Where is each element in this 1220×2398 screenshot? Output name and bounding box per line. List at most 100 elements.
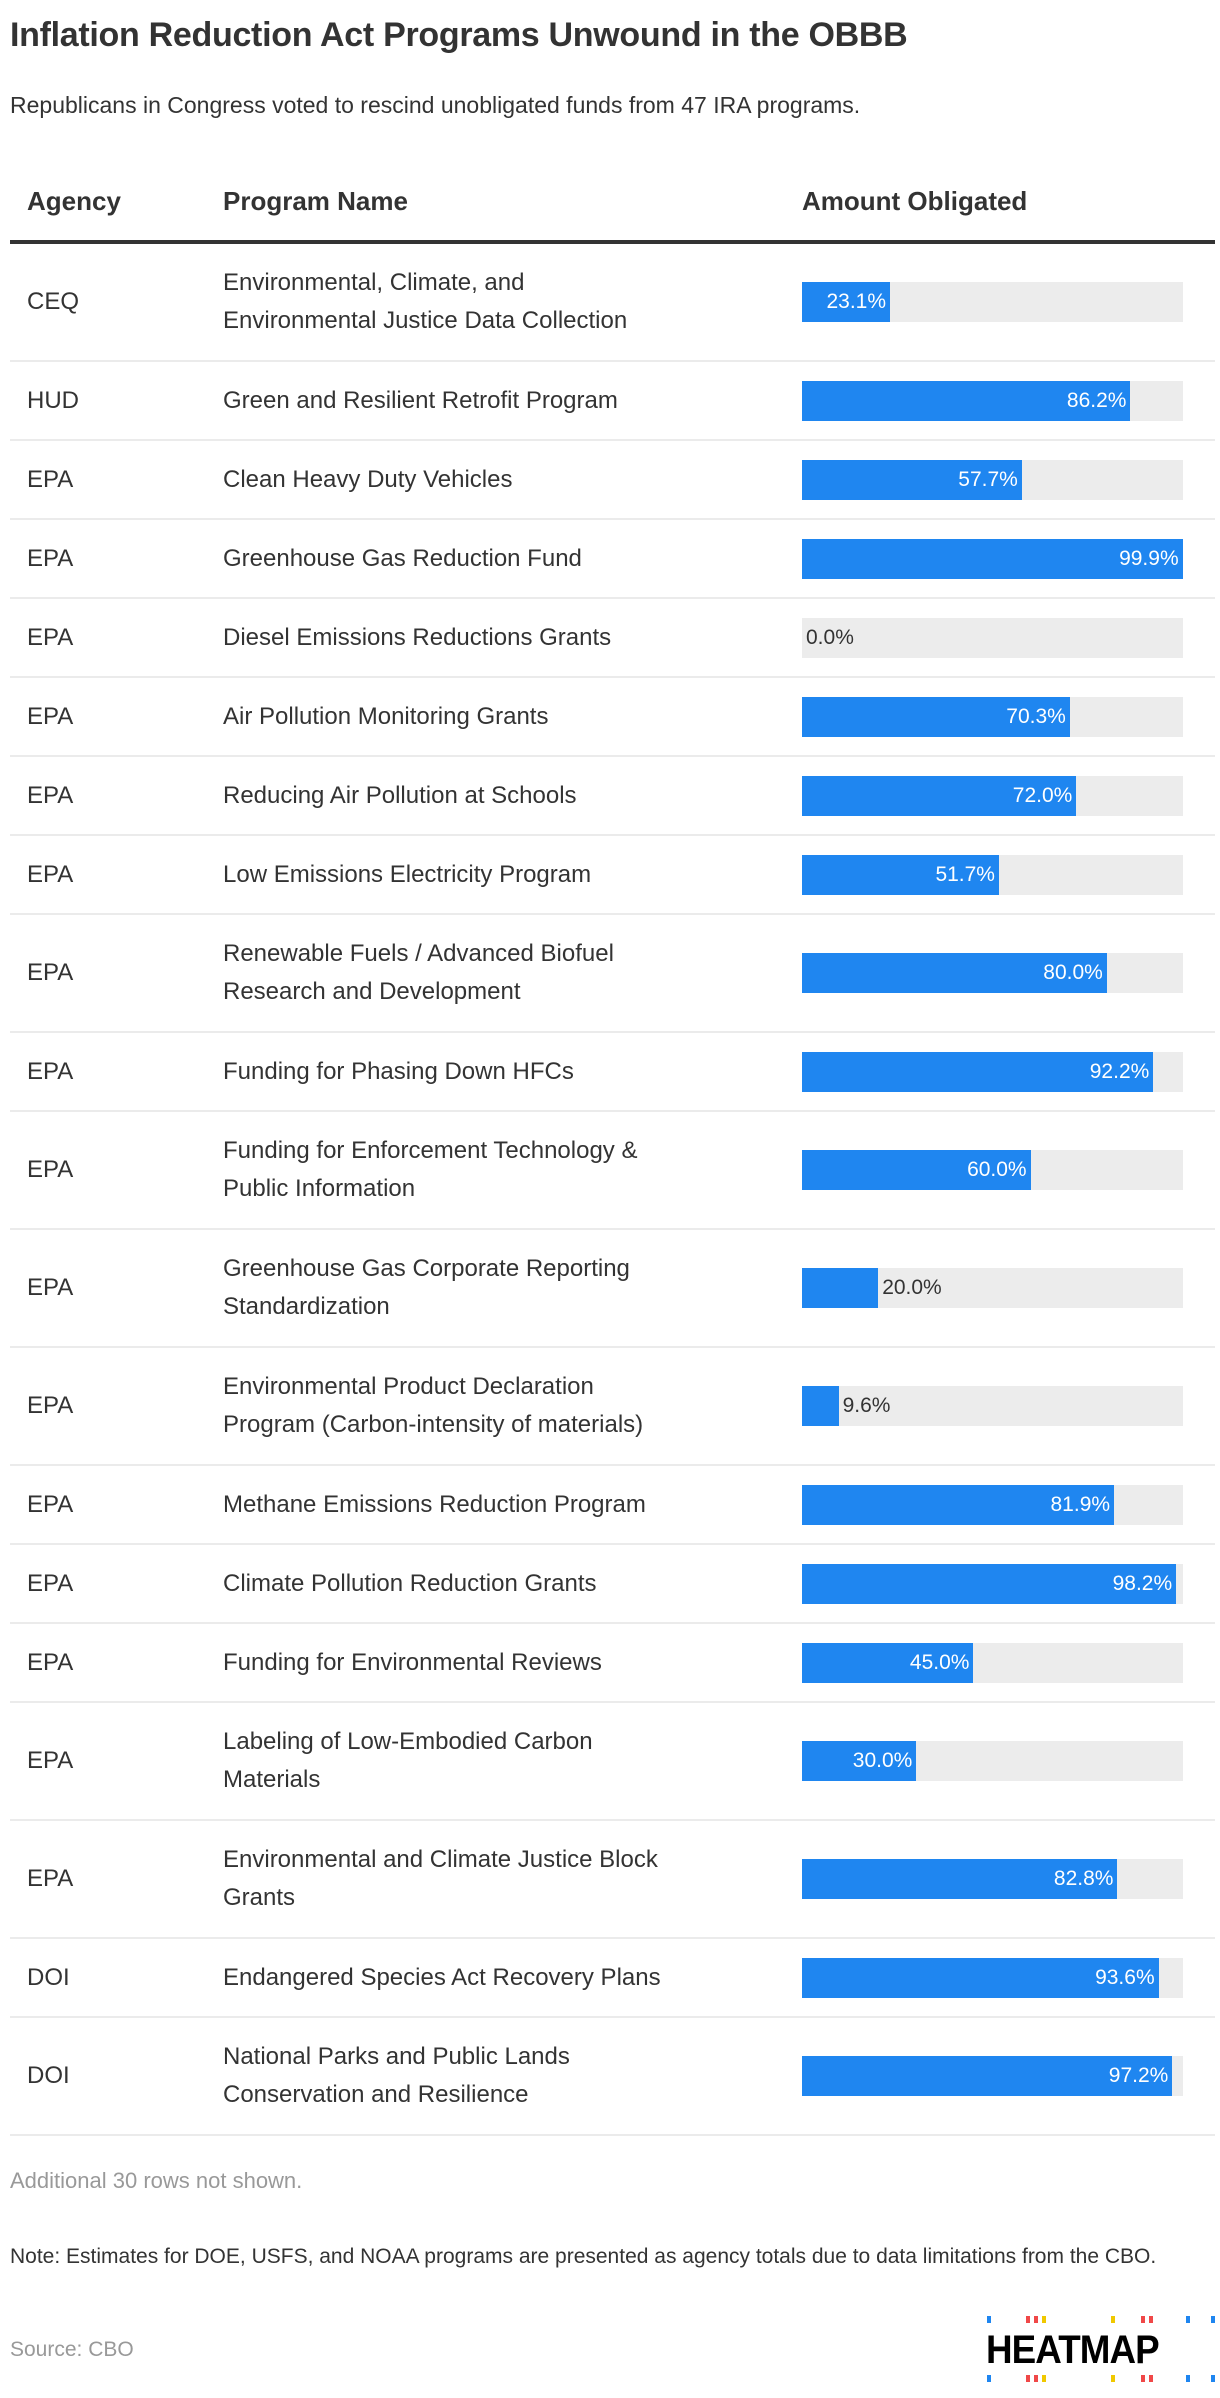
column-header-agency: Agency xyxy=(27,186,121,216)
table-row: EPA Greenhouse Gas Reduction Fund 99.9% xyxy=(10,520,1215,599)
table-row: EPA Funding for Enforcement Technology &… xyxy=(10,1112,1215,1230)
amount-bar-track: 72.0% xyxy=(802,775,1183,816)
logo-dot xyxy=(1042,2375,1046,2382)
program-name-line: Renewable Fuels / Advanced Biofuel xyxy=(223,940,614,967)
table-body: CEQ Environmental, Climate, and Environme… xyxy=(10,244,1215,2136)
program-name-cell: Climate Pollution Reduction Grants xyxy=(223,1565,763,1603)
amount-label: 45.0% xyxy=(909,1650,970,1674)
table-row: EPA Climate Pollution Reduction Grants 9… xyxy=(10,1545,1215,1624)
agency-cell: EPA xyxy=(27,959,74,986)
agency-cell: CEQ xyxy=(27,288,80,315)
amount-bar-track: 57.7% xyxy=(802,459,1183,500)
program-name-cell: Greenhouse Gas Reduction Fund xyxy=(223,540,763,578)
chart-title: Inflation Reduction Act Programs Unwound… xyxy=(10,16,908,54)
agency-cell: EPA xyxy=(27,465,74,493)
amount-label: 30.0% xyxy=(852,1749,913,1772)
program-name-cell: Reducing Air Pollution at Schools xyxy=(223,777,763,815)
program-name-cell: Funding for Phasing Down HFCs xyxy=(223,1053,763,1091)
table-row: EPA Labeling of Low-Embodied Carbon Mater… xyxy=(10,1703,1215,1821)
table-header: Agency Program Name Amount Obligated xyxy=(10,180,1215,244)
table-row: DOI Endangered Species Act Recovery Plan… xyxy=(10,1939,1215,2018)
agency-cell: EPA xyxy=(27,1490,74,1518)
logo-dot xyxy=(1186,2316,1190,2323)
amount-bar-track: 99.9% xyxy=(802,538,1183,579)
amount-label: 99.9% xyxy=(1119,546,1179,570)
amount-label: 97.2% xyxy=(1108,2064,1169,2087)
amount-label: 20.0% xyxy=(882,1276,942,1299)
program-name-line: Reducing Air Pollution at Schools xyxy=(223,781,577,809)
agency-cell: EPA xyxy=(27,1648,74,1676)
table-row: EPA Greenhouse Gas Corporate Reporting St… xyxy=(10,1230,1215,1348)
logo-dot xyxy=(1149,2375,1153,2382)
amount-bar-track: 45.0% xyxy=(802,1642,1183,1683)
agency-cell: EPA xyxy=(27,1392,74,1419)
column-header-amount: Amount Obligated xyxy=(802,186,1028,216)
agency-cell: EPA xyxy=(27,781,74,809)
amount-bar xyxy=(802,1268,879,1308)
program-name-cell: Endangered Species Act Recovery Plans xyxy=(223,1959,763,1997)
amount-bar xyxy=(802,1484,1115,1525)
logo-dot xyxy=(1042,2316,1046,2323)
program-name-line: Low Emissions Electricity Program xyxy=(223,860,592,888)
amount-bar-track: 98.2% xyxy=(802,1563,1183,1604)
logo-dot xyxy=(1034,2375,1038,2382)
logo-text: HEATMAP xyxy=(986,2328,1160,2372)
amount-bar xyxy=(802,538,1183,579)
amount-bar xyxy=(802,2056,1173,2096)
amount-bar xyxy=(802,1957,1159,1998)
program-name-cell: Environmental, Climate, and Environmental… xyxy=(223,264,763,340)
amount-label: 70.3% xyxy=(1006,704,1066,728)
table-row: CEQ Environmental, Climate, and Environme… xyxy=(10,244,1215,362)
program-name-line: Diesel Emissions Reductions Grants xyxy=(223,623,612,651)
logo-dot xyxy=(987,2375,991,2382)
program-name-cell: Low Emissions Electricity Program xyxy=(223,856,763,894)
footnote: Note: Estimates for DOE, USFS, and NOAA … xyxy=(10,2245,1157,2268)
amount-bar xyxy=(802,1563,1177,1604)
amount-bar xyxy=(802,459,1022,500)
program-name-line: Materials xyxy=(223,1766,321,1793)
heatmap-logo: HEATMAP xyxy=(982,2314,1218,2384)
table-row: EPA Reducing Air Pollution at Schools 72… xyxy=(10,757,1215,836)
program-name-cell: National Parks and Public Lands Conservat… xyxy=(223,2038,763,2114)
program-name-line: Greenhouse Gas Corporate Reporting xyxy=(223,1255,630,1282)
agency-cell: EPA xyxy=(27,860,74,888)
amount-bar-track: 93.6% xyxy=(802,1957,1183,1998)
logo-dot xyxy=(1026,2375,1030,2382)
amount-bar-track: 97.2% xyxy=(802,2056,1183,2096)
amount-bar xyxy=(802,1386,839,1426)
logo-dot xyxy=(1026,2316,1030,2323)
program-name-cell: Air Pollution Monitoring Grants xyxy=(223,698,763,736)
program-name-line: Conservation and Resilience xyxy=(223,2081,529,2108)
table-row: EPA Environmental and Climate Justice Bl… xyxy=(10,1821,1215,1939)
amount-bar-track: 60.0% xyxy=(802,1150,1183,1190)
amount-label: 60.0% xyxy=(967,1158,1027,1181)
program-name-line: Environmental, Climate, and xyxy=(223,269,525,296)
program-name-line: Grants xyxy=(223,1884,296,1911)
amount-label: 72.0% xyxy=(1012,783,1073,807)
agency-cell: EPA xyxy=(27,1569,74,1597)
amount-bar-track: 30.0% xyxy=(802,1741,1183,1781)
table-row: EPA Low Emissions Electricity Program 51… xyxy=(10,836,1215,915)
amount-bar xyxy=(802,953,1107,993)
program-name-cell: Funding for Environmental Reviews xyxy=(223,1644,763,1682)
program-name-line: Climate Pollution Reduction Grants xyxy=(223,1569,597,1597)
program-name-line: Program (Carbon-intensity of materials) xyxy=(223,1411,644,1438)
program-name-cell: Greenhouse Gas Corporate Reporting Standa… xyxy=(223,1250,763,1326)
agency-cell: EPA xyxy=(27,544,74,572)
table-row: EPA Diesel Emissions Reductions Grants 0… xyxy=(10,599,1215,678)
logo-dot xyxy=(987,2316,991,2323)
agency-cell: HUD xyxy=(27,386,79,414)
table-row: EPA Environmental Product Declaration Pro… xyxy=(10,1348,1215,1466)
amount-bar xyxy=(802,696,1070,737)
program-name-line: Environmental Justice Data Collection xyxy=(223,307,628,334)
agency-cell: EPA xyxy=(27,1156,74,1183)
table-row: EPA Methane Emissions Reduction Program … xyxy=(10,1466,1215,1545)
program-name-line: Greenhouse Gas Reduction Fund xyxy=(223,544,582,572)
logo-dot xyxy=(1186,2375,1190,2382)
table-row: EPA Renewable Fuels / Advanced Biofuel Re… xyxy=(10,915,1215,1033)
table-row: HUD Green and Resilient Retrofit Program… xyxy=(10,362,1215,441)
amount-bar-track: 23.1% xyxy=(802,282,1183,322)
program-name-line: Environmental Product Declaration xyxy=(223,1373,594,1400)
column-header-program: Program Name xyxy=(223,186,408,216)
agency-cell: EPA xyxy=(27,1274,74,1301)
